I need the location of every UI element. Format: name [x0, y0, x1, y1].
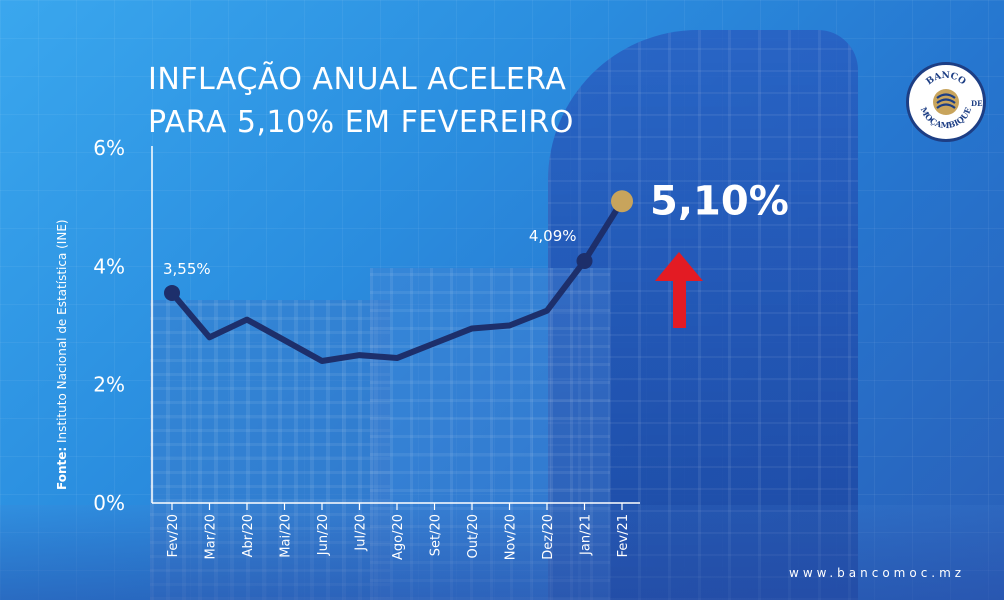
logo-text-top: BANCO: [925, 71, 968, 87]
x-tick-label: Fev/20: [166, 514, 181, 557]
series-line: [169, 198, 625, 364]
background-ground: [0, 505, 1004, 600]
data-point: [576, 253, 593, 270]
x-tick-label: Mar/20: [204, 514, 219, 559]
highlight-point: [611, 190, 633, 213]
logo-text-de: DE: [971, 99, 982, 108]
x-tick-label: Ago/20: [391, 514, 406, 560]
up-arrow-icon: [655, 252, 703, 328]
data-points: [164, 190, 633, 301]
x-tick-label: Jun/20: [316, 514, 331, 556]
data-label: 3,55%: [163, 260, 211, 278]
title-line-2: PARA 5,10% EM FEVEREIRO: [148, 105, 574, 140]
data-labels: 3,55% 4,09% 5,10%: [163, 178, 789, 278]
y-tick-label: 4%: [93, 254, 125, 278]
y-tick-label: 0%: [93, 491, 125, 515]
x-tick-label: Set/20: [429, 514, 444, 556]
x-tick-label: Abr/20: [241, 514, 256, 557]
x-tick-labels: Fev/20 Mar/20 Abr/20 Mai/20 Jun/20 Jul/20 Ago/…: [166, 503, 631, 560]
x-tick-label: Out/20: [466, 514, 481, 559]
y-tick-label: 6%: [93, 136, 125, 160]
page-title: INFLAÇÃO ANUAL ACELERA PARA 5,10% EM FEV…: [148, 58, 574, 144]
chart-axes: [151, 146, 640, 504]
data-point: [164, 284, 180, 301]
x-tick-label: Jul/20: [354, 514, 369, 552]
website-url: www.bancomoc.mz: [789, 566, 966, 580]
arrow-shaft: [673, 278, 686, 328]
arrow-head: [655, 252, 703, 281]
y-tick-label: 2%: [93, 373, 125, 397]
title-line-1: INFLAÇÃO ANUAL ACELERA: [148, 62, 567, 97]
logo-seal-icon: BANCO MOÇAMBIQUE DE: [919, 71, 983, 130]
highlight-value-label: 5,10%: [650, 178, 789, 224]
banco-de-mocambique-logo: BANCO MOÇAMBIQUE DE: [906, 62, 986, 142]
y-tick-labels: 0% 2% 4% 6%: [93, 136, 125, 515]
data-label: 4,09%: [529, 227, 577, 245]
x-tick-label: Jan/21: [579, 514, 594, 556]
x-tick-label: Nov/20: [504, 514, 519, 560]
x-tick-label: Dez/20: [541, 514, 556, 560]
inflation-line: [169, 198, 625, 364]
x-tick-label: Fev/21: [616, 514, 631, 557]
x-tick-label: Mai/20: [279, 514, 294, 558]
